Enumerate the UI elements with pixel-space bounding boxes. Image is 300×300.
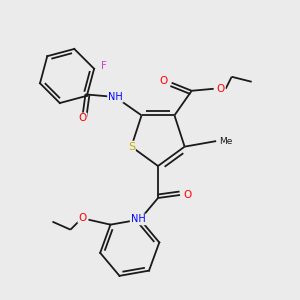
Text: O: O <box>78 113 87 123</box>
Text: O: O <box>217 84 225 94</box>
Text: F: F <box>101 61 107 71</box>
Text: NH: NH <box>130 214 146 224</box>
Text: O: O <box>184 190 192 200</box>
Text: Me: Me <box>219 136 232 146</box>
Text: O: O <box>78 213 87 223</box>
Text: NH: NH <box>108 92 123 102</box>
Text: O: O <box>160 76 168 86</box>
Text: S: S <box>128 142 135 152</box>
